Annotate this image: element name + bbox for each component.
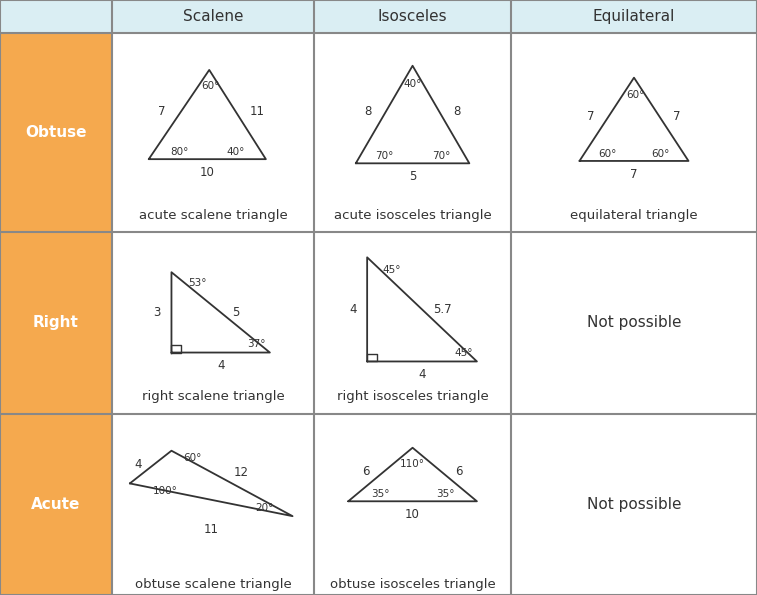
Text: 40°: 40°: [226, 147, 245, 157]
Text: 12: 12: [233, 466, 248, 479]
Text: 6: 6: [456, 465, 463, 478]
Text: Not possible: Not possible: [587, 315, 681, 330]
Text: acute scalene triangle: acute scalene triangle: [139, 209, 288, 222]
Text: 35°: 35°: [436, 489, 454, 499]
Text: 60°: 60°: [651, 149, 670, 159]
Bar: [0, 232, 112, 414]
Text: 53°: 53°: [188, 278, 207, 288]
Text: 7: 7: [674, 110, 681, 123]
Text: 70°: 70°: [432, 151, 450, 161]
Text: 60°: 60°: [183, 453, 202, 463]
Text: 45°: 45°: [382, 265, 400, 275]
Text: 4: 4: [419, 368, 425, 381]
Text: 4: 4: [217, 359, 224, 372]
Text: right scalene triangle: right scalene triangle: [142, 390, 285, 403]
Text: 35°: 35°: [371, 489, 389, 499]
Bar: [0, 414, 112, 595]
Text: 20°: 20°: [255, 503, 273, 513]
Text: 10: 10: [200, 166, 215, 178]
Text: 7: 7: [631, 168, 637, 180]
Text: Scalene: Scalene: [183, 9, 243, 24]
Text: 37°: 37°: [247, 339, 266, 349]
Text: 40°: 40°: [403, 79, 422, 89]
Text: 70°: 70°: [375, 151, 393, 161]
Text: Obtuse: Obtuse: [25, 125, 87, 140]
Text: Acute: Acute: [31, 497, 81, 512]
Text: equilateral triangle: equilateral triangle: [570, 209, 698, 222]
Text: 8: 8: [365, 105, 372, 118]
Text: Isosceles: Isosceles: [378, 9, 447, 24]
Text: 3: 3: [154, 306, 160, 319]
Bar: [0, 0, 757, 33]
Text: obtuse scalene triangle: obtuse scalene triangle: [135, 578, 291, 591]
Text: 80°: 80°: [170, 147, 188, 157]
Text: 60°: 60°: [599, 149, 617, 159]
Text: 5: 5: [409, 170, 416, 183]
Text: right isosceles triangle: right isosceles triangle: [337, 390, 488, 403]
Text: 110°: 110°: [400, 459, 425, 469]
Text: 45°: 45°: [454, 348, 472, 358]
Text: 6: 6: [363, 465, 370, 478]
Text: acute isosceles triangle: acute isosceles triangle: [334, 209, 491, 222]
Text: 100°: 100°: [152, 486, 177, 496]
Text: 4: 4: [349, 303, 357, 316]
Text: Equilateral: Equilateral: [593, 9, 675, 24]
Text: obtuse isosceles triangle: obtuse isosceles triangle: [330, 578, 495, 591]
Text: 5.7: 5.7: [433, 303, 452, 316]
Text: 60°: 60°: [626, 90, 645, 101]
Text: Right: Right: [33, 315, 79, 330]
Text: 60°: 60°: [201, 81, 220, 91]
Text: 4: 4: [134, 458, 142, 471]
Text: 8: 8: [453, 105, 460, 118]
Text: Not possible: Not possible: [587, 497, 681, 512]
Text: 7: 7: [158, 105, 165, 118]
Text: 7: 7: [587, 110, 595, 123]
Text: 11: 11: [250, 105, 265, 118]
Bar: [0, 33, 112, 232]
Text: 11: 11: [204, 523, 219, 536]
Text: 5: 5: [232, 306, 239, 319]
Text: 10: 10: [405, 508, 420, 521]
